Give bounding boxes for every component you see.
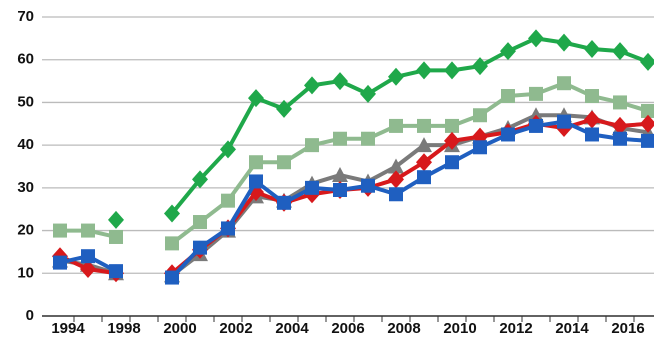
x-tick-label: 2008: [387, 320, 420, 337]
y-tick-label: 30: [17, 179, 34, 196]
marker: [444, 61, 460, 80]
marker: [445, 118, 459, 133]
marker: [389, 187, 403, 202]
marker: [165, 236, 179, 251]
marker: [53, 255, 67, 270]
marker: [80, 260, 96, 279]
marker: [473, 140, 487, 155]
marker: [164, 204, 180, 223]
marker: [641, 103, 654, 118]
marker: [585, 89, 599, 104]
marker: [388, 170, 404, 189]
y-tick-label: 20: [17, 222, 34, 239]
x-tick-label: 1994: [51, 320, 85, 337]
marker: [584, 110, 600, 129]
marker: [221, 193, 235, 208]
marker: [109, 229, 123, 244]
marker: [416, 61, 432, 80]
marker: [220, 140, 236, 159]
x-tick-label: 2002: [219, 320, 252, 337]
marker: [332, 167, 348, 183]
marker: [333, 131, 347, 146]
marker: [249, 155, 263, 170]
marker: [556, 33, 572, 52]
marker: [192, 170, 208, 189]
marker: [109, 264, 123, 279]
x-tick-label: 2014: [555, 320, 589, 337]
marker: [165, 270, 179, 285]
marker: [416, 153, 432, 172]
marker: [472, 57, 488, 76]
marker: [444, 131, 460, 150]
marker: [248, 89, 264, 108]
marker: [501, 89, 515, 104]
x-tick-label: 2000: [163, 320, 196, 337]
marker: [277, 155, 291, 170]
marker: [528, 107, 544, 123]
marker: [585, 127, 599, 142]
marker: [640, 114, 654, 133]
marker: [193, 215, 207, 230]
marker: [417, 170, 431, 185]
marker: [249, 174, 263, 189]
x-tick-label: 2004: [275, 320, 309, 337]
marker: [221, 221, 235, 236]
marker: [557, 76, 571, 91]
marker: [81, 249, 95, 264]
marker: [81, 223, 95, 238]
series-line: [60, 81, 649, 245]
y-tick-label: 10: [17, 264, 34, 281]
marker: [612, 42, 628, 61]
marker: [361, 131, 375, 146]
y-tick-label: 0: [26, 307, 34, 324]
x-tick-label: 2006: [331, 320, 364, 337]
marker: [529, 86, 543, 101]
x-tick-label: 2016: [611, 320, 644, 337]
x-tick-label: 2010: [443, 320, 476, 337]
y-tick-label: 40: [17, 136, 34, 153]
marker: [613, 131, 627, 146]
y-tick-label: 70: [17, 8, 34, 25]
marker: [584, 40, 600, 59]
marker: [640, 52, 654, 71]
x-tick-label: 2012: [499, 320, 532, 337]
marker: [389, 118, 403, 133]
marker: [641, 133, 654, 148]
marker: [557, 114, 571, 129]
x-tick-label: 1998: [107, 320, 140, 337]
marker: [332, 72, 348, 91]
marker: [529, 118, 543, 133]
marker: [416, 137, 432, 153]
y-tick-label: 50: [17, 93, 34, 110]
marker: [501, 127, 515, 142]
series-line: [59, 117, 649, 276]
marker: [333, 182, 347, 197]
marker: [277, 195, 291, 210]
marker: [305, 138, 319, 153]
marker: [360, 84, 376, 103]
marker: [193, 240, 207, 255]
marker: [473, 108, 487, 123]
marker: [388, 67, 404, 86]
marker: [108, 210, 124, 229]
marker: [612, 116, 628, 135]
marker: [53, 223, 67, 238]
marker: [305, 180, 319, 195]
marker: [445, 155, 459, 170]
marker: [304, 76, 320, 95]
marker: [388, 158, 404, 174]
marker: [276, 99, 292, 118]
y-tick-label: 60: [17, 51, 34, 68]
marker: [528, 29, 544, 48]
marker: [500, 42, 516, 61]
marker: [361, 178, 375, 193]
marker: [613, 95, 627, 110]
marker: [417, 118, 431, 133]
